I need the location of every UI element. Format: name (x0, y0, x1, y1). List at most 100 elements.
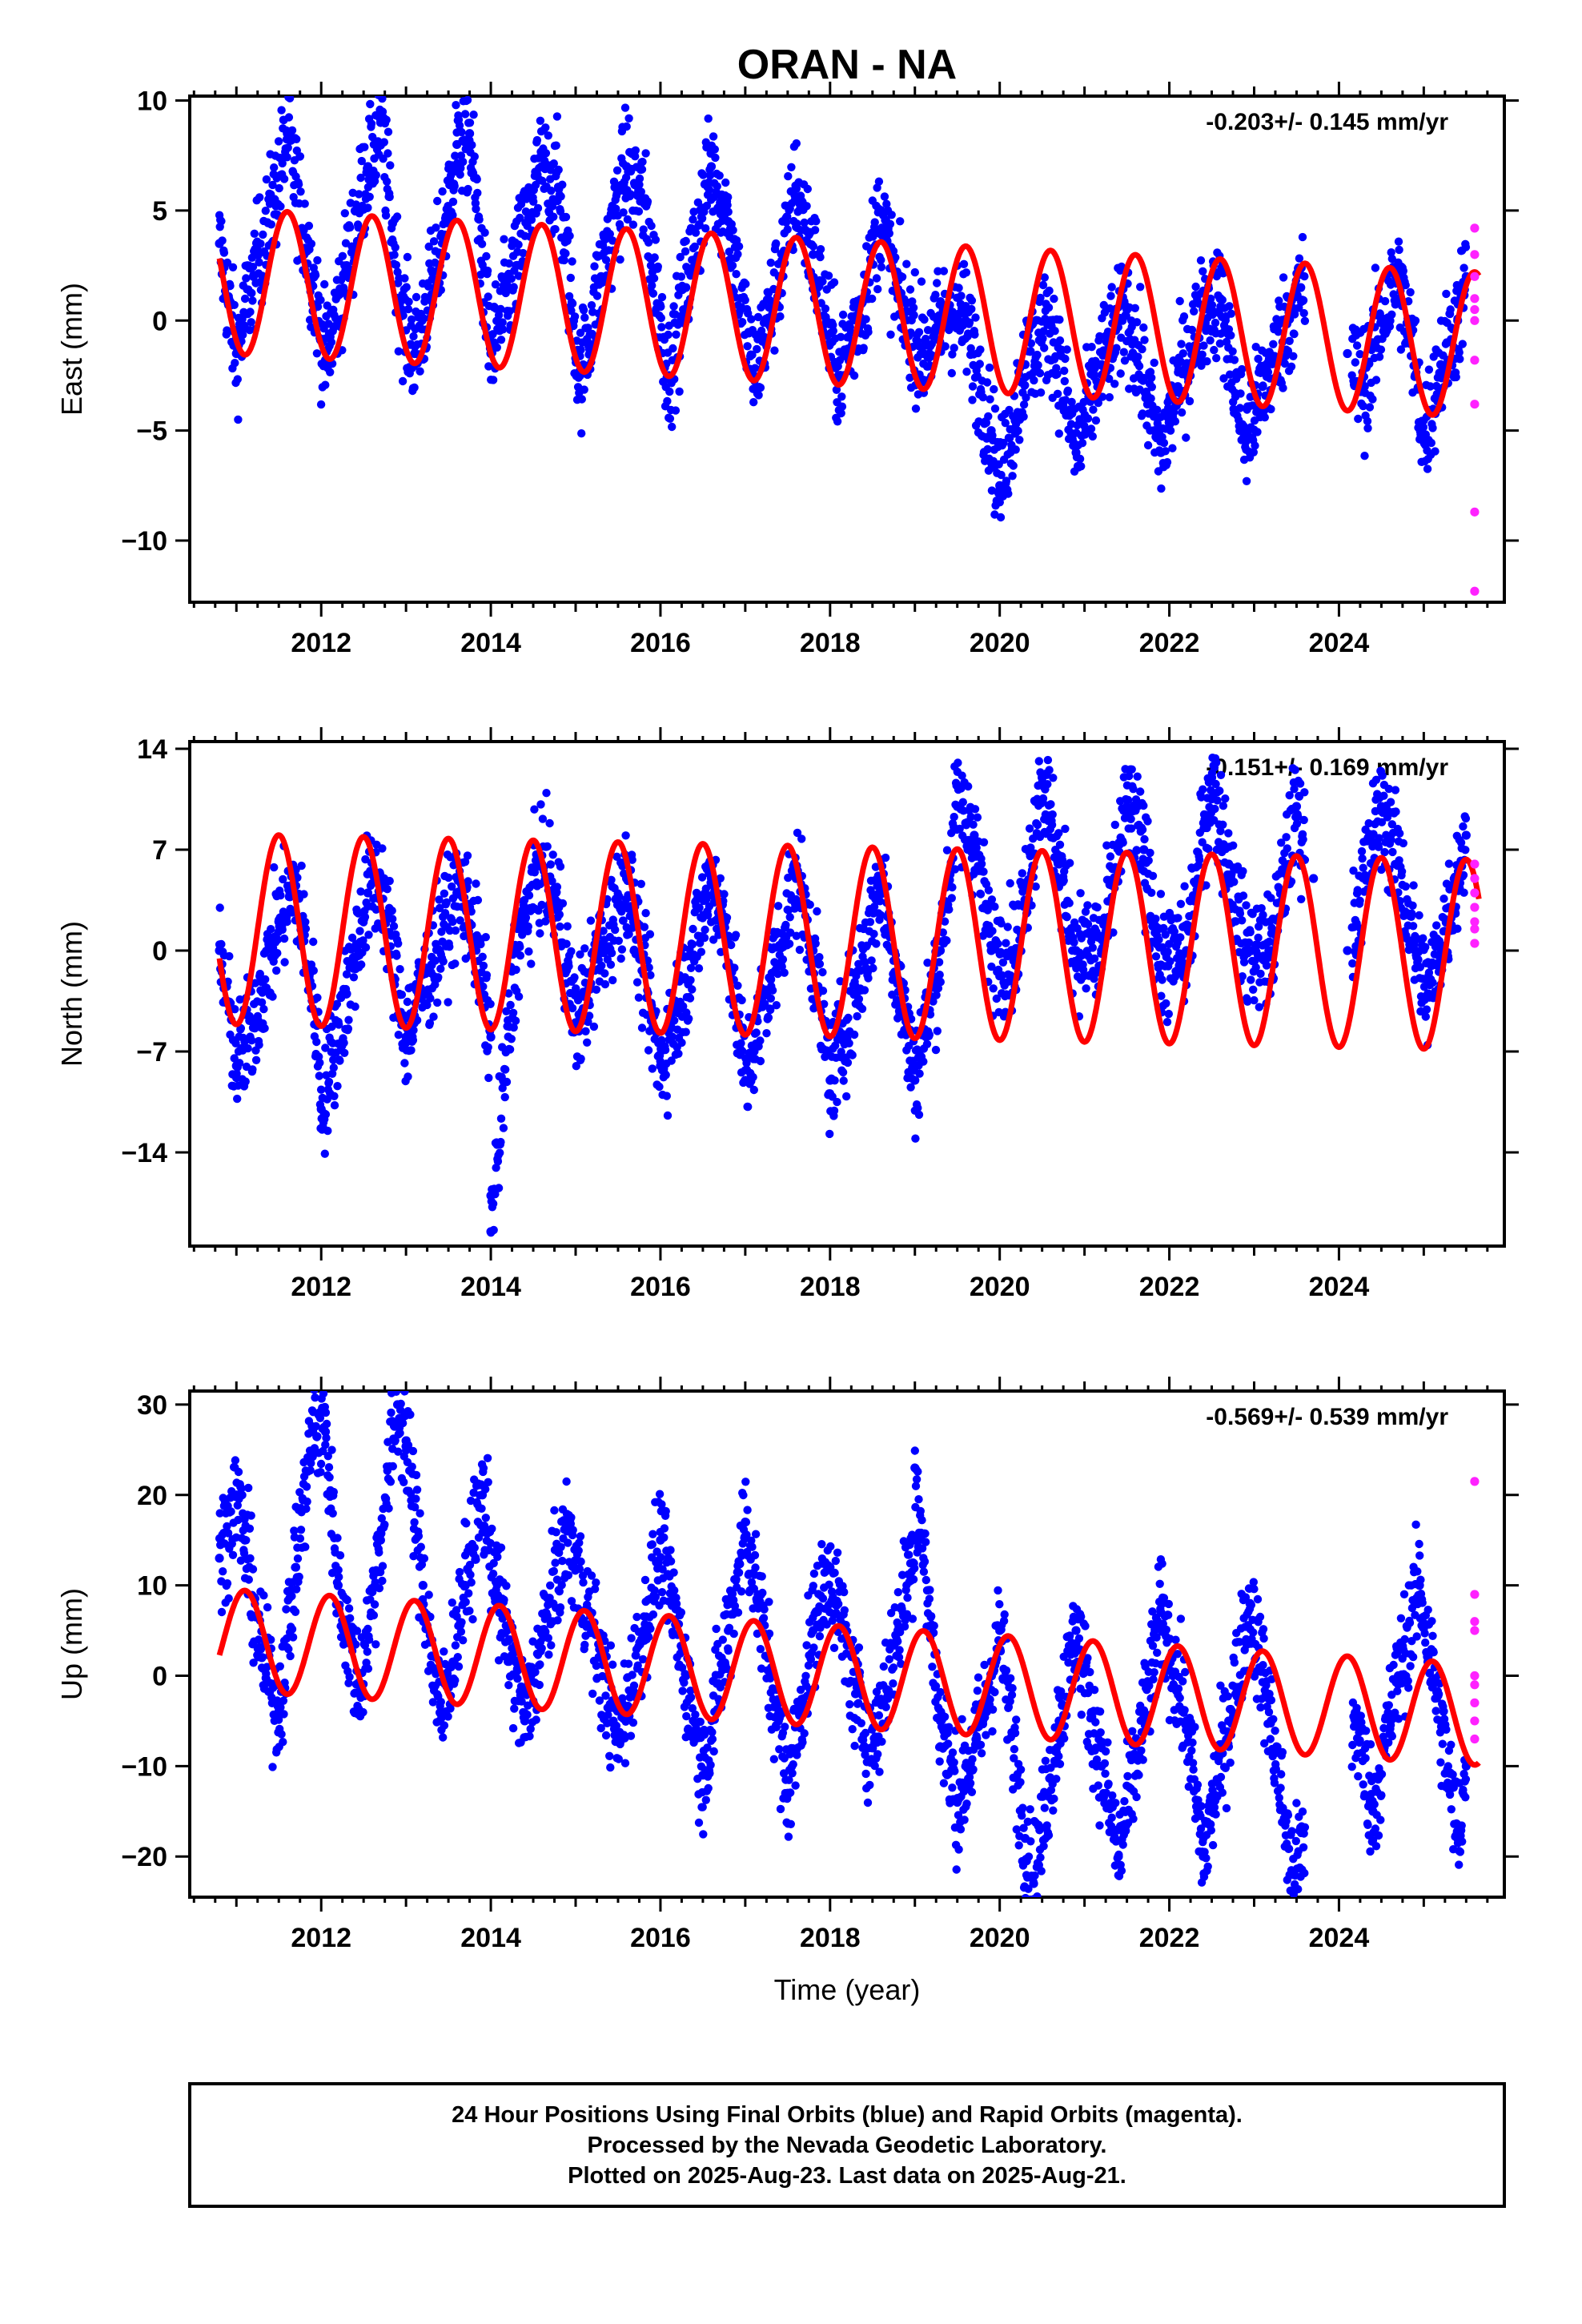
north-final-point (347, 933, 357, 943)
east-final-point (233, 375, 242, 384)
north-final-point (970, 805, 980, 814)
north-final-point (1163, 947, 1172, 956)
east-final-point (829, 278, 839, 287)
north-final-point (945, 905, 954, 914)
north-final-point (472, 879, 480, 888)
north-final-point (279, 875, 287, 884)
north-final-point (232, 1069, 241, 1078)
north-final-point (1070, 938, 1078, 947)
north-final-point (867, 956, 876, 965)
north-panel: 2012 2014 2016 2018 2020 2022 20241470−7−14Nor… (55, 727, 1519, 1302)
north-plot-area (215, 754, 1482, 1237)
north-final-point (689, 924, 697, 934)
north-final-point (486, 999, 495, 1009)
east-y-tick-label: 0 (152, 306, 167, 336)
north-final-point (716, 874, 725, 883)
east-final-point (400, 274, 409, 283)
north-final-point (688, 985, 697, 994)
north-final-point (966, 812, 975, 822)
east-final-point (248, 296, 257, 305)
east-final-point (816, 252, 825, 262)
north-final-point (989, 984, 998, 993)
north-final-point (562, 939, 571, 948)
north-final-point (955, 824, 964, 834)
east-final-point (873, 284, 882, 294)
east-final-point (276, 202, 285, 211)
north-final-point (1133, 772, 1142, 781)
north-final-point (670, 1016, 679, 1025)
east-final-point (1143, 440, 1153, 450)
north-final-point (947, 894, 957, 903)
north-final-point (1093, 903, 1102, 912)
east-final-point (1260, 413, 1270, 422)
east-final-point (1396, 345, 1406, 354)
north-final-point (1132, 846, 1142, 855)
north-final-point (397, 990, 407, 999)
north-final-point (805, 900, 814, 909)
east-final-point (496, 336, 506, 344)
east-final-point (409, 332, 418, 341)
east-final-point (327, 338, 336, 347)
north-final-point (785, 939, 794, 948)
east-final-point (404, 304, 413, 314)
east-final-point (1157, 484, 1166, 493)
east-final-point (547, 186, 556, 195)
east-final-point (565, 231, 574, 240)
east-final-point (1050, 294, 1058, 304)
east-final-point (247, 318, 255, 327)
north-final-point (361, 854, 370, 864)
east-final-point (648, 281, 656, 290)
east-final-point (1285, 336, 1294, 345)
north-final-point (387, 907, 396, 915)
north-final-point (950, 865, 960, 874)
north-final-point (273, 935, 283, 944)
north-final-point (394, 1031, 403, 1039)
east-final-point (1227, 331, 1235, 340)
east-final-point (669, 344, 677, 353)
east-final-point (619, 208, 628, 217)
east-final-point (1040, 273, 1050, 282)
north-final-point (1025, 824, 1034, 833)
east-final-point (590, 262, 599, 271)
east-final-point (294, 180, 303, 189)
east-final-point (671, 406, 681, 415)
figure-title: ORAN - NA (737, 42, 957, 88)
east-final-point (223, 258, 232, 267)
east-final-point (699, 171, 708, 179)
east-final-point (226, 281, 235, 291)
north-final-point (1154, 935, 1163, 944)
north-final-point (600, 969, 609, 978)
north-final-point (484, 1043, 492, 1052)
east-final-point (1212, 354, 1221, 363)
north-final-point (1033, 820, 1042, 830)
north-final-point (512, 965, 520, 975)
north-final-point (611, 925, 620, 935)
north-final-point (580, 944, 589, 953)
north-final-point (313, 993, 322, 1003)
east-final-point (1182, 433, 1191, 442)
north-final-point (440, 889, 449, 899)
east-final-point (821, 304, 830, 313)
east-final-point (1077, 462, 1086, 471)
north-final-point (600, 979, 610, 989)
east-final-point (918, 348, 928, 359)
east-final-point (605, 230, 614, 239)
east-final-point (1460, 263, 1468, 272)
east-final-point (1015, 436, 1024, 444)
north-final-point (234, 1081, 243, 1090)
east-final-point (622, 122, 631, 131)
east-final-point (473, 188, 482, 198)
north-final-point (811, 939, 820, 948)
north-x-tick-label: 2012 (291, 1272, 351, 1302)
north-final-point (766, 994, 775, 1003)
north-final-point (349, 973, 359, 982)
east-final-point (283, 129, 292, 139)
east-final-point (561, 249, 570, 258)
east-final-point (366, 99, 375, 109)
north-final-point (733, 981, 742, 991)
north-final-point (482, 971, 492, 979)
east-final-point (776, 312, 785, 321)
east-final-point (874, 177, 884, 186)
east-final-point (616, 255, 624, 264)
north-final-point (473, 895, 483, 905)
